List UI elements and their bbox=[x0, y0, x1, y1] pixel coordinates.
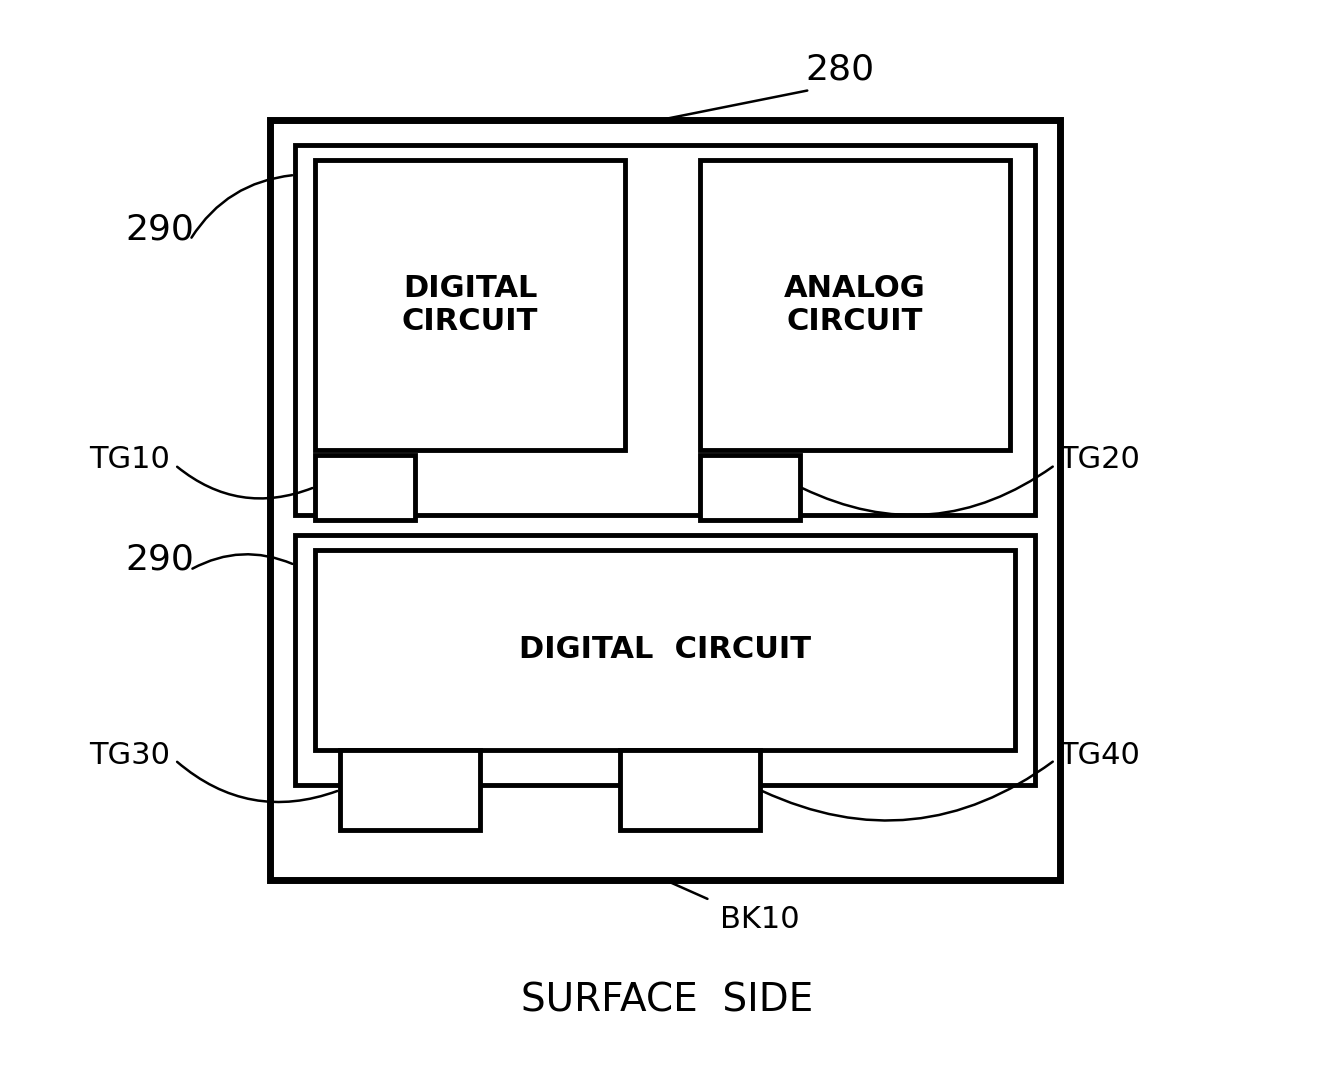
Bar bbox=[315, 160, 626, 450]
Text: TG30: TG30 bbox=[89, 740, 171, 769]
Bar bbox=[295, 535, 1035, 785]
Text: DIGITAL  CIRCUIT: DIGITAL CIRCUIT bbox=[519, 636, 811, 665]
Text: TG10: TG10 bbox=[89, 445, 171, 475]
Bar bbox=[315, 455, 415, 520]
Text: 280: 280 bbox=[806, 53, 875, 87]
Text: DIGITAL
CIRCUIT: DIGITAL CIRCUIT bbox=[402, 273, 538, 337]
Text: TG40: TG40 bbox=[1059, 740, 1141, 769]
Text: SURFACE  SIDE: SURFACE SIDE bbox=[520, 981, 814, 1019]
Bar bbox=[269, 121, 1061, 880]
Text: 290: 290 bbox=[125, 543, 195, 577]
Bar bbox=[340, 750, 480, 830]
Bar bbox=[315, 550, 1015, 750]
Bar bbox=[620, 750, 760, 830]
Text: BK10: BK10 bbox=[720, 906, 799, 934]
Bar bbox=[700, 160, 1010, 450]
Text: ANALOG
CIRCUIT: ANALOG CIRCUIT bbox=[784, 273, 926, 337]
Text: 290: 290 bbox=[125, 213, 195, 247]
Bar bbox=[295, 145, 1035, 515]
Bar bbox=[700, 455, 800, 520]
Text: TG20: TG20 bbox=[1059, 445, 1141, 475]
